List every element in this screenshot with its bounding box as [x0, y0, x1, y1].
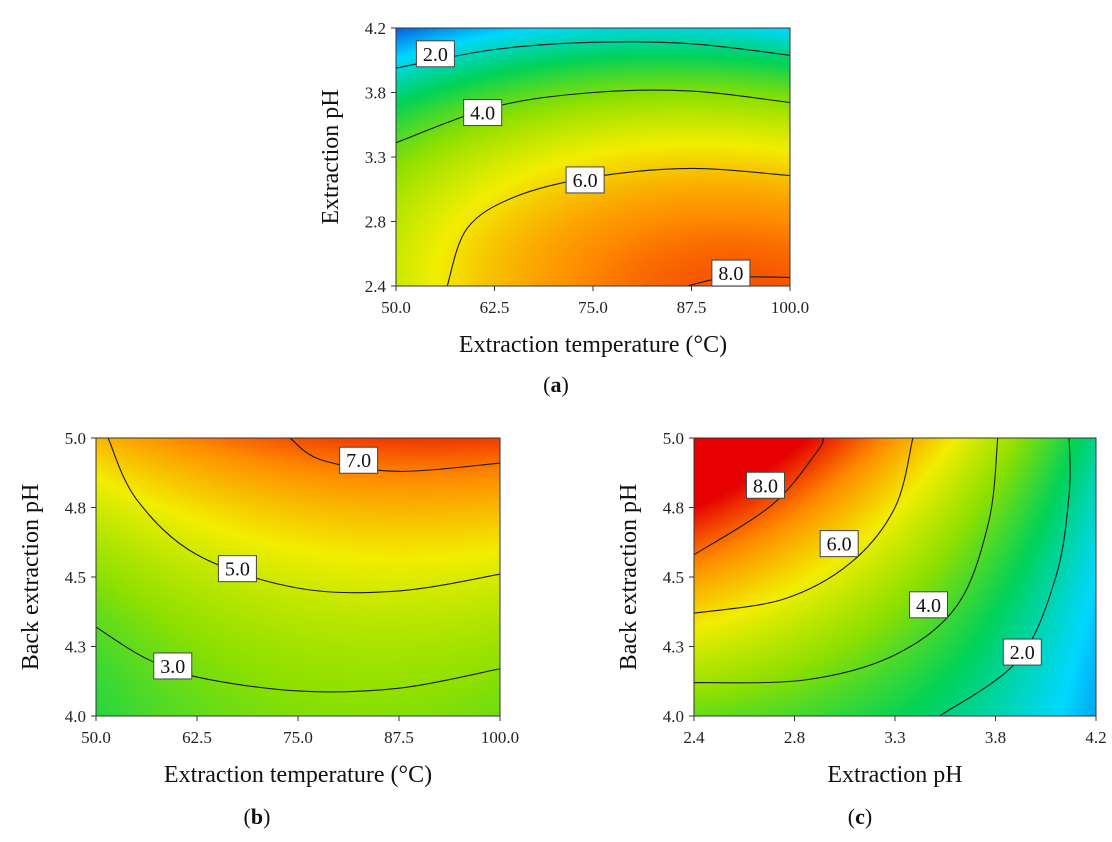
x-tick-label: 3.3: [884, 728, 905, 747]
contour-line-5.0: [107, 437, 501, 594]
x-tick-label: 87.5: [384, 728, 414, 747]
svg-text:8.0: 8.0: [718, 263, 743, 285]
x-axis-label: Extraction pH: [827, 762, 962, 788]
contour-line-3.0: [95, 626, 501, 693]
contour-line-4.0: [395, 89, 791, 144]
response-surface-a: [396, 28, 790, 286]
x-tick-label: 100.0: [771, 298, 809, 317]
x-tick-label: 50.0: [381, 298, 411, 317]
svg-text:4.0: 4.0: [916, 595, 941, 617]
y-tick-label: 3.3: [365, 148, 386, 167]
y-tick-label: 3.8: [365, 84, 386, 103]
svg-text:5.0: 5.0: [225, 559, 250, 581]
contour-label-2.0: 2.0: [1002, 638, 1042, 666]
contour-line-8.0: [693, 437, 825, 556]
panel-caption: (a): [543, 372, 569, 397]
y-tick-label: 4.2: [365, 19, 386, 38]
contour-label-4.0: 4.0: [463, 99, 503, 127]
x-tick-label: 75.0: [578, 298, 608, 317]
y-tick-label: 2.4: [365, 277, 387, 296]
contour-label-3.0: 3.0: [153, 652, 193, 680]
contour-label-4.0: 4.0: [909, 591, 948, 619]
x-tick-label: 87.5: [677, 298, 707, 317]
svg-text:2.0: 2.0: [1010, 642, 1035, 664]
svg-text:4.0: 4.0: [470, 103, 495, 125]
contour-label-6.0: 6.0: [819, 530, 859, 558]
svg-text:7.0: 7.0: [346, 450, 371, 472]
contour-line-2.0: [939, 437, 1071, 717]
y-tick-label: 5.0: [663, 429, 684, 448]
x-tick-label: 62.5: [480, 298, 510, 317]
svg-text:6.0: 6.0: [573, 170, 598, 192]
y-tick-label: 4.3: [663, 638, 684, 657]
contour-line-4.0: [693, 437, 999, 684]
x-axis-label: Extraction temperature (°C): [459, 332, 727, 358]
x-tick-label: 62.5: [182, 728, 212, 747]
x-tick-label: 2.8: [784, 728, 805, 747]
contour-line-6.0: [693, 437, 914, 614]
contour-label-8.0: 8.0: [711, 259, 751, 287]
panel-caption: (c): [848, 804, 872, 829]
y-axis-label: Back extraction pH: [18, 484, 44, 671]
contour-label-8.0: 8.0: [745, 471, 785, 499]
y-tick-label: 2.8: [365, 213, 386, 232]
y-tick-label: 4.0: [663, 707, 684, 726]
svg-text:6.0: 6.0: [827, 534, 852, 556]
y-tick-label: 4.5: [65, 568, 86, 587]
y-tick-label: 4.8: [65, 499, 86, 518]
contour-label-7.0: 7.0: [339, 446, 379, 474]
x-tick-label: 3.8: [985, 728, 1006, 747]
y-tick-label: 4.0: [65, 707, 86, 726]
y-tick-label: 4.5: [663, 568, 684, 587]
contour-panel-a: 2.0 4.0 6.0 8.0 50.0 62.5 75.0 87.5 100.0 2.4 2.8 3…: [318, 19, 809, 397]
contour-panel-c: 2.0 4.0 6.0 8.0 2.4 2.8 3.3 3.8 4.2 4.0 4.3 4.5 4.8 5…: [616, 429, 1107, 829]
contour-panel-b: 3.0 5.0 7.0 50.0 62.5 75.0 87.5 100.0 4.0 4.3 4.5 4…: [18, 429, 519, 829]
x-tick-label: 4.2: [1085, 728, 1106, 747]
x-tick-label: 2.4: [683, 728, 705, 747]
contour-line-2.0: [395, 41, 791, 69]
y-tick-label: 4.3: [65, 638, 86, 657]
y-axis-label: Back extraction pH: [616, 484, 642, 671]
contour-label-6.0: 6.0: [565, 166, 605, 194]
panel-caption: (b): [244, 804, 271, 829]
svg-text:3.0: 3.0: [160, 656, 185, 678]
x-tick-label: 75.0: [283, 728, 313, 747]
y-axis-label: Extraction pH: [318, 89, 344, 224]
svg-text:8.0: 8.0: [753, 475, 778, 497]
x-tick-label: 50.0: [81, 728, 111, 747]
x-axis-label: Extraction temperature (°C): [164, 762, 432, 788]
x-tick-label: 100.0: [481, 728, 519, 747]
contour-label-5.0: 5.0: [217, 555, 257, 583]
y-tick-label: 4.8: [663, 499, 684, 518]
svg-text:2.0: 2.0: [423, 44, 448, 66]
contour-label-2.0: 2.0: [415, 40, 455, 68]
y-tick-label: 5.0: [65, 429, 86, 448]
